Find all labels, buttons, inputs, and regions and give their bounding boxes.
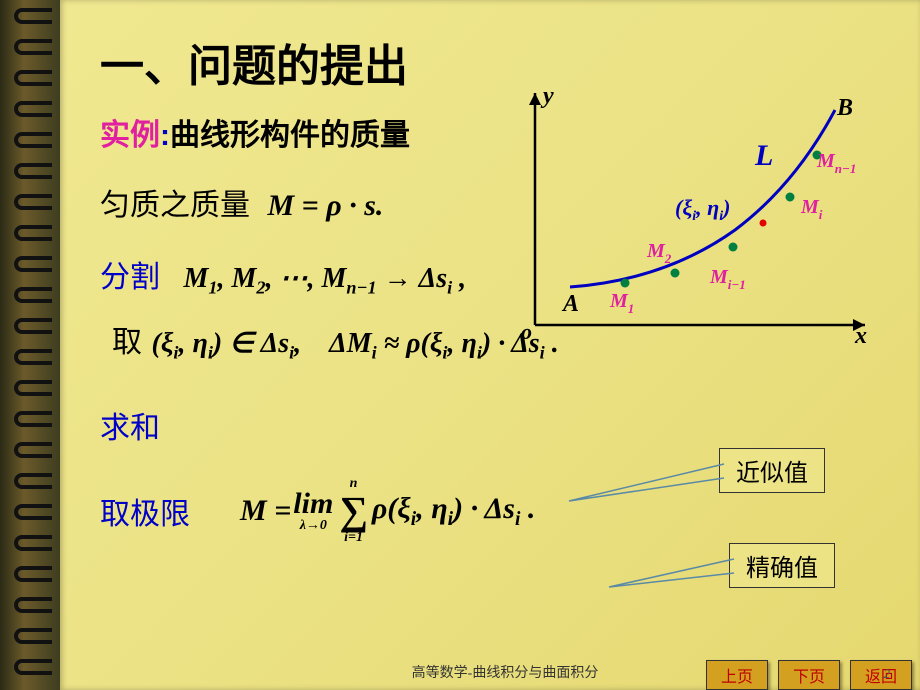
limit-label: 取极限 — [100, 489, 190, 533]
svg-text:M1: M1 — [609, 290, 634, 316]
svg-text:x: x — [854, 323, 867, 345]
prev-button[interactable]: 上页 — [706, 660, 768, 690]
limit-formula: M = lim λ→0 n ∑ i=1 ρ(ξi, ηi) · Δsi . — [240, 477, 535, 545]
svg-text:Mi−1: Mi−1 — [709, 266, 746, 292]
svg-text:L: L — [754, 139, 773, 172]
exact-callout-line — [589, 545, 749, 605]
nav-buttons: 上页 下页 返回 — [706, 660, 912, 690]
split-formula: M1, M2, ⋯, Mn−1 → Δsi , — [184, 263, 467, 294]
example-text: 曲线形构件的质量 — [170, 119, 410, 152]
footer-text: 高等数学-曲线积分与曲面积分 — [412, 662, 599, 682]
sum-line: 求和 — [100, 403, 880, 447]
take-formula: (ξi, ηi) ∈ Δsi, ΔMi ≈ ρ(ξi, ηi) · Δsi . — [152, 328, 559, 359]
next-button[interactable]: 下页 — [778, 660, 840, 690]
svg-text:M2: M2 — [646, 240, 672, 266]
exact-callout: 精确值 — [729, 543, 835, 588]
uniform-formula: M = ρ · s. — [268, 189, 384, 222]
svg-text:o: o — [521, 319, 532, 344]
svg-text:Mn−1: Mn−1 — [816, 150, 856, 176]
svg-text:Mi: Mi — [800, 196, 823, 222]
svg-text:B: B — [836, 95, 853, 121]
svg-text:y: y — [540, 85, 554, 109]
take-label: 取 — [112, 326, 142, 359]
example-label: 实例 — [100, 119, 160, 152]
split-label: 分割 — [100, 261, 160, 294]
curve-diagram: o x y A B L M1 M2 Mi−1 Mi Mn−1 (ξi, ηi) — [515, 85, 875, 345]
sum-label: 求和 — [100, 412, 160, 445]
approx-callout-line — [539, 446, 739, 506]
spiral-binding — [0, 0, 60, 690]
svg-text:A: A — [561, 291, 579, 317]
page-number: 2 — [884, 666, 891, 682]
approx-callout: 近似值 — [719, 448, 825, 493]
uniform-text: 匀质之质量 — [100, 189, 250, 222]
colon: : — [160, 119, 170, 152]
back-button[interactable]: 返回 — [850, 660, 912, 690]
slide-content: 一、问题的提出 实例:曲线形构件的质量 匀质之质量 M = ρ · s. 分割 … — [60, 0, 920, 690]
svg-text:(ξi, ηi): (ξi, ηi) — [675, 195, 730, 224]
slide-page: 一、问题的提出 实例:曲线形构件的质量 匀质之质量 M = ρ · s. 分割 … — [0, 0, 920, 690]
